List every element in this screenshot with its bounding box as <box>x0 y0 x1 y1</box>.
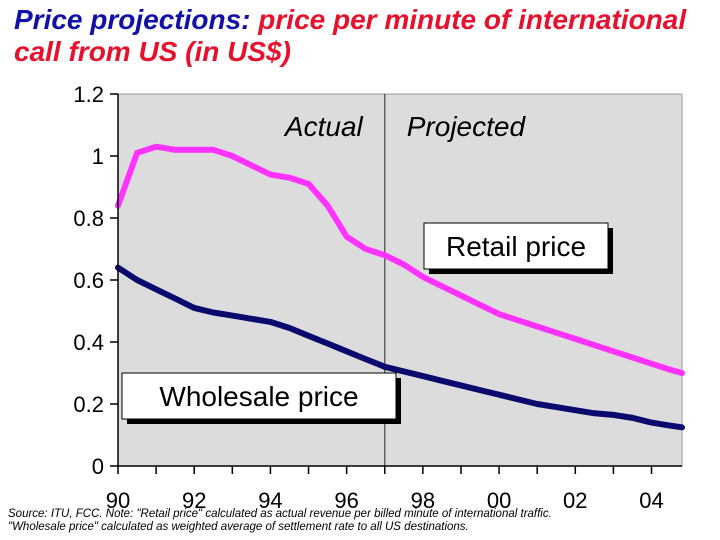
footnote-line-2: "Wholesale price" calculated as weighted… <box>8 521 469 533</box>
x-tick-label: 96 <box>334 488 358 513</box>
y-tick-label: 0 <box>92 454 104 479</box>
x-tick-label: 00 <box>487 488 511 513</box>
annotation-box <box>121 372 397 420</box>
y-tick-label: 0.6 <box>73 268 104 293</box>
chart-title-rest: price per minute of international call f… <box>14 4 687 67</box>
x-tick-label: 90 <box>106 488 130 513</box>
y-tick-label: 0.4 <box>73 330 104 355</box>
y-tick-label: 0.2 <box>73 392 104 417</box>
y-tick-label: 0.8 <box>73 206 104 231</box>
source-footnote: Source: ITU, FCC. Note: "Retail price" c… <box>8 508 716 534</box>
series-line-retail <box>115 143 685 376</box>
annotation-text: Retail price <box>446 231 586 262</box>
x-tick-label: 04 <box>639 488 663 513</box>
y-tick-label: 1.2 <box>73 82 104 107</box>
annotation-text: Wholesale price <box>159 381 358 412</box>
footnote-line-1: Source: ITU, FCC. Note: "Retail price" c… <box>8 508 552 520</box>
annotation-wholesale-price: Wholesale price <box>121 372 401 424</box>
chart-title: Price projections: price per minute of i… <box>14 4 714 68</box>
series-line-wholesale <box>115 264 685 431</box>
region-label-projected: Projected <box>407 111 527 142</box>
x-axis-ticks: 90 92 94 96 98 00 02 04 <box>106 466 664 513</box>
annotation-box <box>423 222 609 270</box>
x-tick-label: 98 <box>411 488 435 513</box>
x-tick-label: 94 <box>258 488 282 513</box>
x-tick-label: 92 <box>182 488 206 513</box>
series-layer <box>115 143 685 431</box>
region-label-actual: Actual <box>283 111 364 142</box>
y-tick-label: 1 <box>92 144 104 169</box>
chart-title-lead: Price projections: <box>14 4 251 35</box>
x-tick-label: 02 <box>563 488 587 513</box>
y-axis-ticks: 0 0.2 0.4 0.6 0.8 1 1.2 <box>73 82 118 479</box>
annotation-retail-price: Retail price <box>423 222 613 274</box>
